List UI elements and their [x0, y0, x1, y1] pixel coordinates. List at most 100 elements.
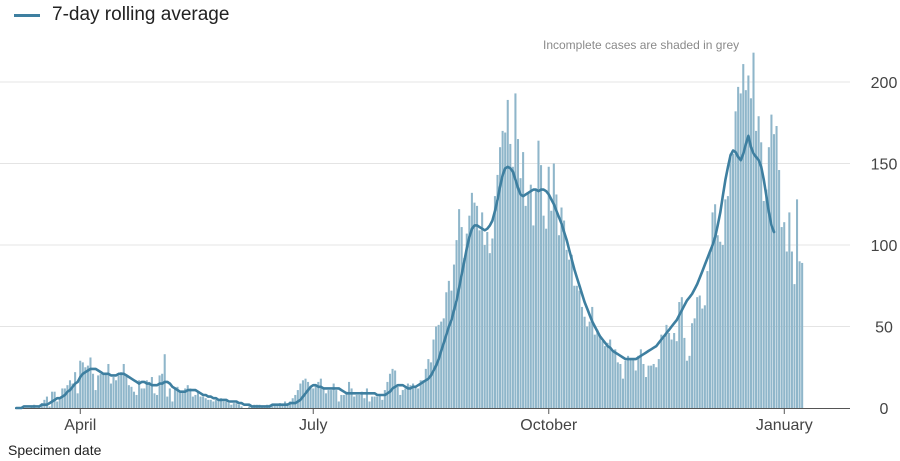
daily-bar — [732, 153, 735, 408]
daily-bar — [189, 388, 192, 408]
daily-bar — [138, 380, 141, 408]
daily-bar — [299, 383, 302, 408]
daily-bar — [68, 380, 72, 408]
daily-bar — [496, 174, 499, 408]
daily-bar — [529, 184, 532, 408]
daily-bar — [48, 406, 51, 408]
daily-bar — [606, 342, 609, 408]
daily-bar — [685, 360, 688, 408]
daily-bar — [593, 334, 596, 408]
daily-bar — [724, 199, 727, 408]
daily-bar — [624, 360, 627, 408]
daily-bar — [104, 373, 107, 408]
daily-bar — [212, 401, 215, 408]
daily-bar — [673, 333, 676, 408]
daily-bar — [693, 318, 696, 408]
daily-bar — [639, 349, 642, 408]
daily-bar — [56, 401, 59, 408]
daily-bar — [798, 261, 801, 408]
daily-bar — [586, 326, 589, 408]
daily-bar — [184, 388, 187, 408]
daily-bar — [619, 363, 622, 408]
x-tick-label: July — [299, 417, 327, 434]
x-axis-label: Specimen date — [8, 442, 102, 458]
daily-bar — [447, 280, 450, 408]
daily-bar — [386, 381, 389, 408]
daily-bar — [120, 372, 123, 408]
daily-bar — [455, 240, 458, 408]
daily-bar — [76, 393, 79, 408]
daily-bar — [276, 404, 279, 408]
daily-bar — [596, 329, 599, 408]
daily-bar — [755, 130, 758, 408]
daily-bar — [166, 396, 169, 408]
daily-bar — [442, 318, 445, 408]
daily-bar — [317, 381, 320, 408]
daily-bar — [84, 367, 87, 408]
daily-bar — [450, 290, 453, 408]
daily-bar — [132, 391, 136, 408]
daily-bar — [458, 209, 461, 408]
daily-bar — [522, 152, 525, 408]
daily-bar — [796, 199, 799, 408]
daily-bar — [394, 370, 397, 408]
daily-bar — [655, 367, 658, 408]
daily-bar — [176, 386, 179, 408]
daily-bar — [770, 114, 773, 408]
daily-bar — [148, 381, 151, 408]
x-tick-label: April — [64, 417, 96, 434]
daily-bar — [406, 383, 409, 408]
daily-bar — [74, 372, 77, 408]
daily-bars — [30, 52, 804, 409]
daily-bar — [788, 212, 791, 408]
daily-bar — [660, 334, 663, 408]
daily-bar — [493, 196, 496, 408]
daily-bar — [399, 394, 402, 408]
daily-bar — [232, 403, 235, 408]
daily-bar — [365, 388, 368, 408]
daily-bar — [112, 377, 115, 408]
daily-bar — [396, 386, 399, 408]
daily-bar — [583, 316, 586, 408]
daily-bar — [107, 363, 110, 408]
daily-bar — [181, 391, 184, 408]
daily-bar — [294, 394, 297, 408]
daily-bar — [801, 262, 804, 408]
daily-bar — [691, 323, 694, 408]
daily-bar — [675, 341, 678, 408]
daily-bar — [217, 399, 220, 408]
daily-bar — [312, 388, 315, 408]
daily-bar — [775, 126, 778, 408]
daily-bar — [309, 386, 312, 408]
daily-bar — [335, 390, 338, 408]
daily-bar — [611, 350, 614, 408]
daily-bar — [345, 391, 348, 408]
daily-bar — [703, 305, 706, 408]
daily-bar — [465, 233, 468, 408]
daily-bar — [473, 202, 476, 408]
daily-bar — [540, 165, 543, 408]
daily-bar — [511, 166, 514, 408]
daily-bar — [89, 357, 92, 408]
daily-bar — [545, 228, 548, 408]
daily-bar — [353, 396, 356, 408]
daily-bar — [662, 337, 665, 408]
daily-bar — [179, 391, 182, 408]
daily-bar — [225, 401, 228, 408]
daily-bar — [330, 390, 333, 408]
daily-bar — [337, 401, 340, 408]
daily-bar — [432, 339, 435, 408]
daily-bar — [629, 359, 632, 408]
daily-bar — [793, 284, 796, 408]
x-tick-label: October — [520, 417, 578, 434]
daily-bar — [125, 375, 128, 408]
daily-bar — [721, 245, 724, 408]
daily-bar — [509, 143, 512, 408]
daily-bar — [332, 383, 335, 408]
daily-bar — [591, 306, 594, 408]
daily-bar — [634, 370, 637, 408]
daily-bar — [573, 285, 576, 408]
daily-bar — [767, 147, 770, 408]
daily-bar — [706, 271, 709, 408]
daily-bar — [122, 363, 125, 408]
